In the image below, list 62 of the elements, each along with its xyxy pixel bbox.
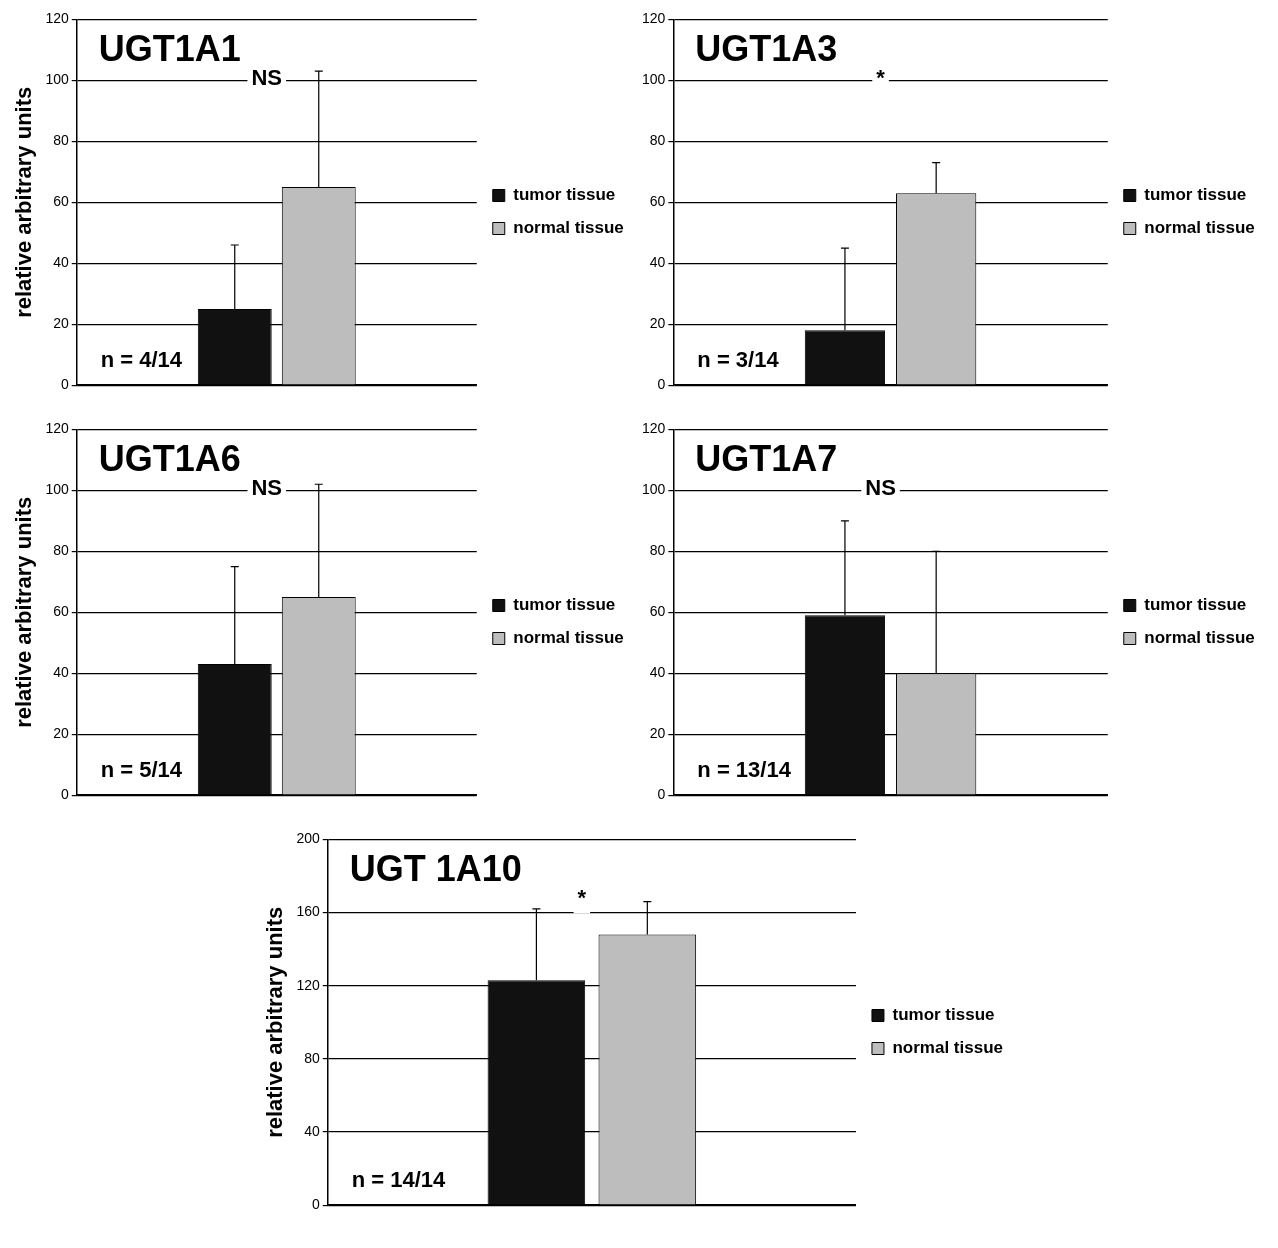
y-tick-label: 80 xyxy=(649,132,666,149)
y-tick-label: 60 xyxy=(649,603,666,620)
chart-title: UGT1A7 xyxy=(695,438,838,480)
legend-label: normal tissue xyxy=(513,218,624,238)
y-tick-label: 100 xyxy=(642,71,666,88)
y-axis-title: relative arbitrary units xyxy=(11,86,37,318)
annotation: n = 13/14 xyxy=(697,757,792,783)
chart-title: UGT1A3 xyxy=(695,28,838,70)
y-tick-label: 40 xyxy=(304,1122,320,1139)
y-tick-label: 100 xyxy=(642,481,666,498)
y-tick-label: 0 xyxy=(657,786,666,803)
y-tick-label: 120 xyxy=(45,420,69,437)
y-tick-label: 60 xyxy=(53,193,69,210)
y-tick-label: 100 xyxy=(45,71,69,88)
y-tick-label: 40 xyxy=(649,664,666,681)
annotation: n = 4/14 xyxy=(100,347,183,373)
y-tick-label: 80 xyxy=(649,542,666,559)
annotation: n = 3/14 xyxy=(697,347,780,373)
y-tick-label: 80 xyxy=(304,1049,320,1066)
y-axis-title: relative arbitrary units xyxy=(11,496,37,728)
legend-label: normal tissue xyxy=(1144,628,1255,648)
annotation: NS xyxy=(251,65,283,91)
legend-label: normal tissue xyxy=(513,628,624,648)
annotation: NS xyxy=(251,475,283,501)
y-tick-label: 40 xyxy=(649,254,666,271)
y-tick-label: 0 xyxy=(657,376,666,393)
y-tick-label: 100 xyxy=(45,481,69,498)
y-tick-label: 20 xyxy=(53,315,69,332)
annotation: n = 14/14 xyxy=(351,1167,447,1193)
y-tick-label: 20 xyxy=(649,315,666,332)
annotation: NS xyxy=(865,475,896,501)
legend-label: tumor tissue xyxy=(892,1005,995,1025)
y-tick-label: 120 xyxy=(642,10,666,27)
y-tick-label: 200 xyxy=(296,830,320,847)
legend-label: tumor tissue xyxy=(1144,185,1247,205)
legend-label: tumor tissue xyxy=(1144,595,1247,615)
legend-label: normal tissue xyxy=(1144,218,1255,238)
y-tick-label: 160 xyxy=(296,903,320,920)
chart-title: UGT1A6 xyxy=(98,438,241,480)
y-tick-label: 120 xyxy=(296,976,320,993)
y-tick-label: 80 xyxy=(53,542,69,559)
y-tick-label: 20 xyxy=(53,725,69,742)
y-tick-label: 40 xyxy=(53,254,69,271)
chart-title: UGT 1A10 xyxy=(349,848,522,890)
annotation: n = 5/14 xyxy=(100,757,183,783)
y-tick-label: 0 xyxy=(60,786,69,803)
y-tick-label: 120 xyxy=(45,10,69,27)
annotation: * xyxy=(577,885,587,911)
legend-label: tumor tissue xyxy=(513,185,616,205)
y-axis-title: relative arbitrary units xyxy=(262,906,288,1138)
y-tick-label: 0 xyxy=(311,1196,320,1213)
y-tick-label: 20 xyxy=(649,725,666,742)
annotation: * xyxy=(876,65,886,91)
legend-label: tumor tissue xyxy=(513,595,616,615)
y-tick-label: 60 xyxy=(649,193,666,210)
chart-title: UGT1A1 xyxy=(98,28,241,70)
y-tick-label: 120 xyxy=(642,420,666,437)
y-tick-label: 80 xyxy=(53,132,69,149)
y-tick-label: 40 xyxy=(53,664,69,681)
y-tick-label: 0 xyxy=(60,376,69,393)
y-tick-label: 60 xyxy=(53,603,69,620)
legend-label: normal tissue xyxy=(892,1038,1004,1058)
